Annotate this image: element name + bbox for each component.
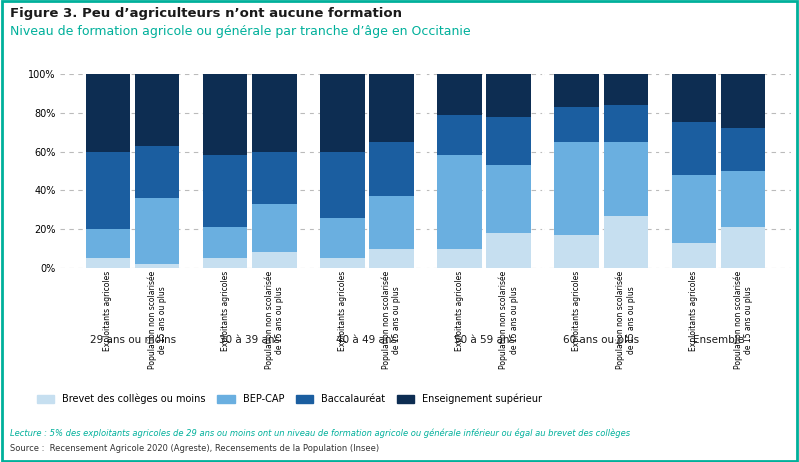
- Text: 30 à 39 ans: 30 à 39 ans: [219, 335, 280, 345]
- Bar: [252, 152, 296, 204]
- Bar: [721, 128, 765, 171]
- Bar: [555, 142, 599, 235]
- Bar: [369, 142, 414, 196]
- Bar: [135, 264, 180, 268]
- Text: Source :  Recensement Agricole 2020 (Agreste), Recensements de la Population (In: Source : Recensement Agricole 2020 (Agre…: [10, 444, 379, 452]
- Text: Niveau de formation agricole ou générale par tranche d’âge en Occitanie: Niveau de formation agricole ou générale…: [10, 25, 471, 38]
- Text: 29 ans ou moins: 29 ans ou moins: [89, 335, 176, 345]
- Bar: [252, 204, 296, 252]
- Bar: [555, 74, 599, 107]
- Bar: [671, 122, 716, 175]
- Legend: Brevet des collèges ou moins, BEP-CAP, Baccalauréat, Enseignement supérieur: Brevet des collèges ou moins, BEP-CAP, B…: [37, 394, 542, 404]
- Bar: [671, 243, 716, 268]
- Bar: [369, 196, 414, 249]
- Bar: [252, 252, 296, 268]
- Bar: [721, 74, 765, 128]
- Bar: [603, 142, 648, 216]
- Text: Ensemble: Ensemble: [693, 335, 744, 345]
- Bar: [85, 152, 130, 229]
- Text: 40 à 49 ans: 40 à 49 ans: [336, 335, 397, 345]
- Bar: [671, 175, 716, 243]
- Bar: [135, 74, 180, 146]
- Bar: [203, 155, 248, 227]
- Bar: [555, 107, 599, 142]
- Bar: [135, 198, 180, 264]
- Text: Lecture : 5% des exploitants agricoles de 29 ans ou moins ont un niveau de forma: Lecture : 5% des exploitants agricoles d…: [10, 429, 630, 438]
- Bar: [555, 235, 599, 268]
- Bar: [203, 74, 248, 155]
- Bar: [487, 116, 531, 165]
- Bar: [320, 152, 364, 218]
- Bar: [603, 216, 648, 268]
- Bar: [603, 74, 648, 105]
- Text: Figure 3. Peu d’agriculteurs n’ont aucune formation: Figure 3. Peu d’agriculteurs n’ont aucun…: [10, 7, 402, 20]
- Bar: [203, 258, 248, 268]
- Bar: [85, 74, 130, 152]
- Bar: [603, 105, 648, 142]
- Bar: [320, 218, 364, 258]
- Bar: [487, 165, 531, 233]
- Bar: [135, 146, 180, 198]
- Bar: [85, 258, 130, 268]
- Bar: [437, 155, 482, 249]
- Bar: [369, 74, 414, 142]
- Bar: [721, 171, 765, 227]
- Bar: [721, 227, 765, 268]
- Bar: [437, 249, 482, 268]
- Bar: [671, 74, 716, 122]
- Bar: [320, 74, 364, 152]
- Bar: [437, 115, 482, 155]
- Text: 50 à 59 ans: 50 à 59 ans: [454, 335, 515, 345]
- Bar: [85, 229, 130, 258]
- Bar: [487, 74, 531, 116]
- Text: 60 ans ou plus: 60 ans ou plus: [563, 335, 639, 345]
- Bar: [320, 258, 364, 268]
- Bar: [203, 227, 248, 258]
- Bar: [437, 74, 482, 115]
- Bar: [252, 74, 296, 152]
- Bar: [487, 233, 531, 268]
- Bar: [369, 249, 414, 268]
